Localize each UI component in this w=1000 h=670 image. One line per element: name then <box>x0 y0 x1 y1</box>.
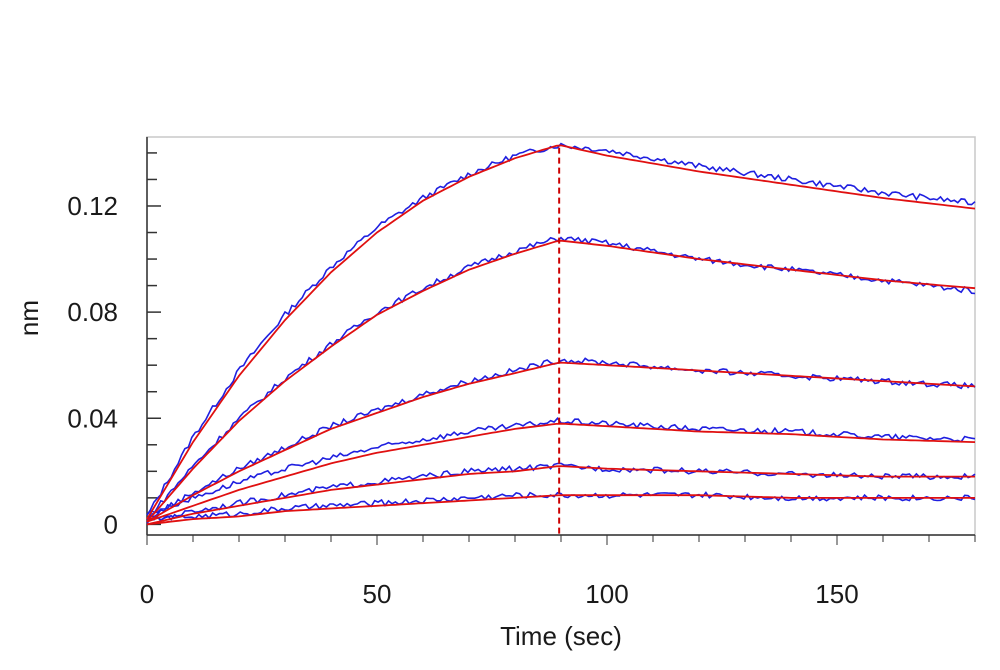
minor-y-ticks <box>147 152 161 526</box>
x-tick-label: 150 <box>815 579 858 609</box>
y-tick-label: 0 <box>104 509 118 539</box>
x-tick-label: 0 <box>140 579 154 609</box>
minor-x-ticks <box>146 535 976 545</box>
fit-curve <box>146 144 976 520</box>
fit-curve <box>146 494 975 526</box>
y-tick-labels: 0 0.04 0.08 0.12 <box>67 191 118 539</box>
measured-curve <box>146 142 976 516</box>
y-tick-label: 0.12 <box>67 191 118 221</box>
plot-frame <box>146 136 976 536</box>
fit-curve <box>146 465 975 526</box>
fit-curve <box>146 361 976 523</box>
x-tick-label: 100 <box>585 579 628 609</box>
fit-curve <box>146 422 976 523</box>
y-tick-label: 0.04 <box>67 403 118 433</box>
x-tick-label: 50 <box>363 579 392 609</box>
y-tick-label: 0.08 <box>67 297 118 327</box>
fit-curves <box>146 144 976 526</box>
fit-curve <box>146 239 976 523</box>
y-axis-label: nm <box>14 300 44 336</box>
x-axis-label: Time (sec) <box>500 621 622 651</box>
x-tick-labels: 0 50 100 150 <box>140 579 859 609</box>
